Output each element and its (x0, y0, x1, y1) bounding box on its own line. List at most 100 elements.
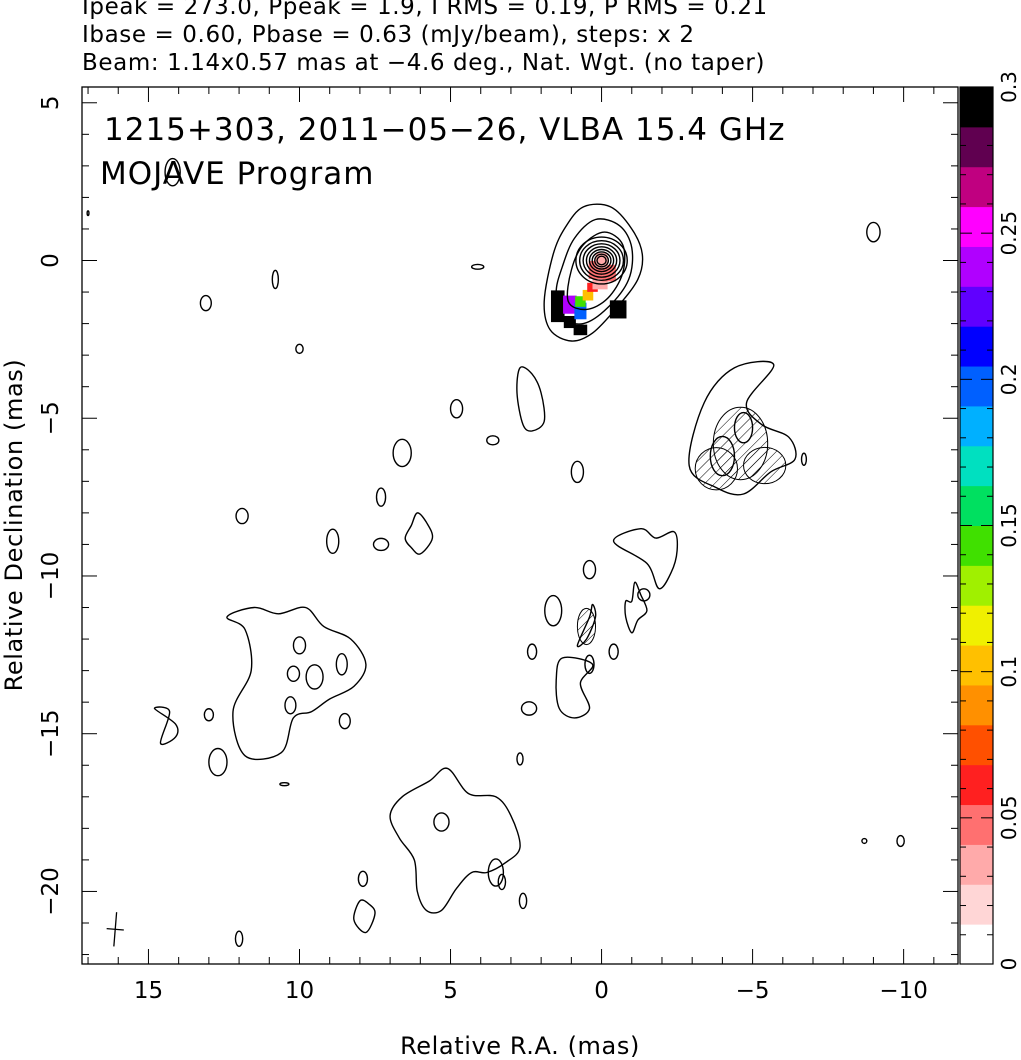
contour-island (520, 701, 538, 716)
contour-island (896, 834, 905, 848)
pol-pixel (609, 300, 627, 319)
jet-contour (404, 512, 434, 555)
polarized-hatch-region (694, 447, 738, 491)
contour-island (208, 747, 228, 777)
header-line-3: Beam: 1.14x0.57 mas at −4.6 deg., Nat. W… (82, 50, 766, 76)
contour-island (486, 435, 500, 446)
contour-island (470, 263, 485, 270)
contour-island (497, 873, 507, 891)
colorbar-segment (960, 525, 993, 566)
colorbar-segment (960, 924, 993, 965)
contour-island (800, 452, 808, 466)
colorbar-segment (960, 126, 993, 168)
jet-contour (353, 899, 376, 934)
colorbar-segment (960, 844, 993, 885)
core-contour (575, 236, 628, 285)
jet-contour (153, 706, 179, 746)
contour-island (271, 269, 280, 290)
y-tick-label: 0 (38, 253, 64, 268)
colorbar-segment (960, 246, 993, 287)
colorbar-segment (960, 605, 993, 646)
colorbar-tick-label: 0.2 (997, 363, 1021, 395)
contour-island (375, 487, 387, 507)
colorbar-tick-label: 0.3 (997, 71, 1021, 103)
contour-island (433, 812, 450, 832)
colorbar-tick-label: 0.05 (997, 796, 1021, 841)
contour-island (518, 892, 528, 910)
core-contour (585, 246, 618, 275)
jet-contour (389, 767, 521, 914)
x-tick-label: 5 (443, 978, 458, 1004)
x-tick-label: 0 (594, 978, 609, 1004)
polarized-hatch-region (743, 446, 787, 485)
colorbar-segment (960, 724, 993, 766)
core-jet-contour (555, 218, 634, 325)
contour-island (234, 930, 244, 948)
contour-island (487, 858, 505, 887)
pol-pixel (582, 289, 594, 301)
contour-island (372, 537, 390, 552)
contour-island (449, 399, 464, 419)
x-tick-label: 15 (134, 978, 163, 1004)
y-axis-label: Relative Declination (mas) (0, 359, 28, 692)
y-tick-label: −20 (38, 867, 64, 916)
y-tick-label: −15 (38, 709, 64, 758)
colorbar-segment (960, 206, 993, 247)
contour-island (286, 665, 301, 683)
contour-island (203, 708, 215, 722)
colorbar-segment (960, 764, 993, 806)
x-tick-label: 10 (285, 978, 314, 1004)
colorbar-segment (960, 286, 993, 327)
chart-title: 1215+303, 2011−05−26, VLBA 15.4 GHz (104, 112, 785, 148)
colorbar-tick-label: 0.15 (997, 503, 1021, 548)
contour-island (86, 210, 90, 217)
contour-island (582, 559, 597, 580)
core-contour (582, 243, 621, 278)
jet-contour (516, 366, 546, 432)
core-contour (588, 248, 615, 273)
y-tick-label: 5 (38, 95, 64, 110)
colorbar-segment (960, 166, 993, 208)
total-intensity-contours (86, 157, 905, 948)
polarized-hatch-region (576, 607, 597, 646)
core-contour (594, 253, 610, 268)
contour-island (584, 654, 595, 675)
contour-island (866, 221, 881, 243)
plot-frame: 15 10 5 0 −5 −10 5 0 −5 −10 −15 −20 (38, 86, 959, 1004)
jet-contour (612, 528, 679, 590)
colorbar-segment (960, 366, 993, 407)
beam-minor-axis (106, 927, 124, 931)
contour-island (637, 588, 651, 602)
contour-island (392, 438, 412, 468)
chart-subtitle: MOJAVE Program (100, 156, 374, 192)
contour-island (305, 664, 324, 690)
colorbar-segment (960, 565, 993, 606)
jet-contour (555, 656, 594, 719)
contour-island (338, 712, 351, 730)
pol-pixel (575, 296, 586, 307)
header-line-2: Ibase = 0.60, Pbase = 0.63 (mJy/beam), s… (82, 22, 695, 48)
contour-island (335, 653, 348, 676)
contour-island (199, 294, 212, 312)
x-tick-label: −10 (879, 978, 928, 1004)
core-contour (596, 255, 607, 266)
x-tick-label: −5 (736, 978, 770, 1004)
colorbar-segment (960, 445, 993, 487)
contour-island (544, 594, 563, 627)
contour-island (292, 636, 307, 655)
colorbar-segment (960, 405, 993, 447)
colorbar-segment (960, 684, 993, 726)
colorbar-segment (960, 804, 993, 845)
colorbar-tick-label: 0 (997, 958, 1021, 971)
contour-island (516, 752, 524, 766)
header-line-1: Ipeak = 273.0, Ppeak = 1.9, I RMS = 0.19… (82, 0, 768, 20)
colorbar-tick-label: 0.25 (997, 211, 1021, 256)
x-axis-label: Relative R.A. (mas) (400, 1032, 640, 1060)
core-contour (578, 240, 625, 281)
pol-pixel (573, 324, 588, 336)
contour-island (295, 343, 304, 355)
contour-island (279, 781, 290, 787)
jet-contour (226, 606, 367, 761)
contour-island (235, 507, 249, 525)
